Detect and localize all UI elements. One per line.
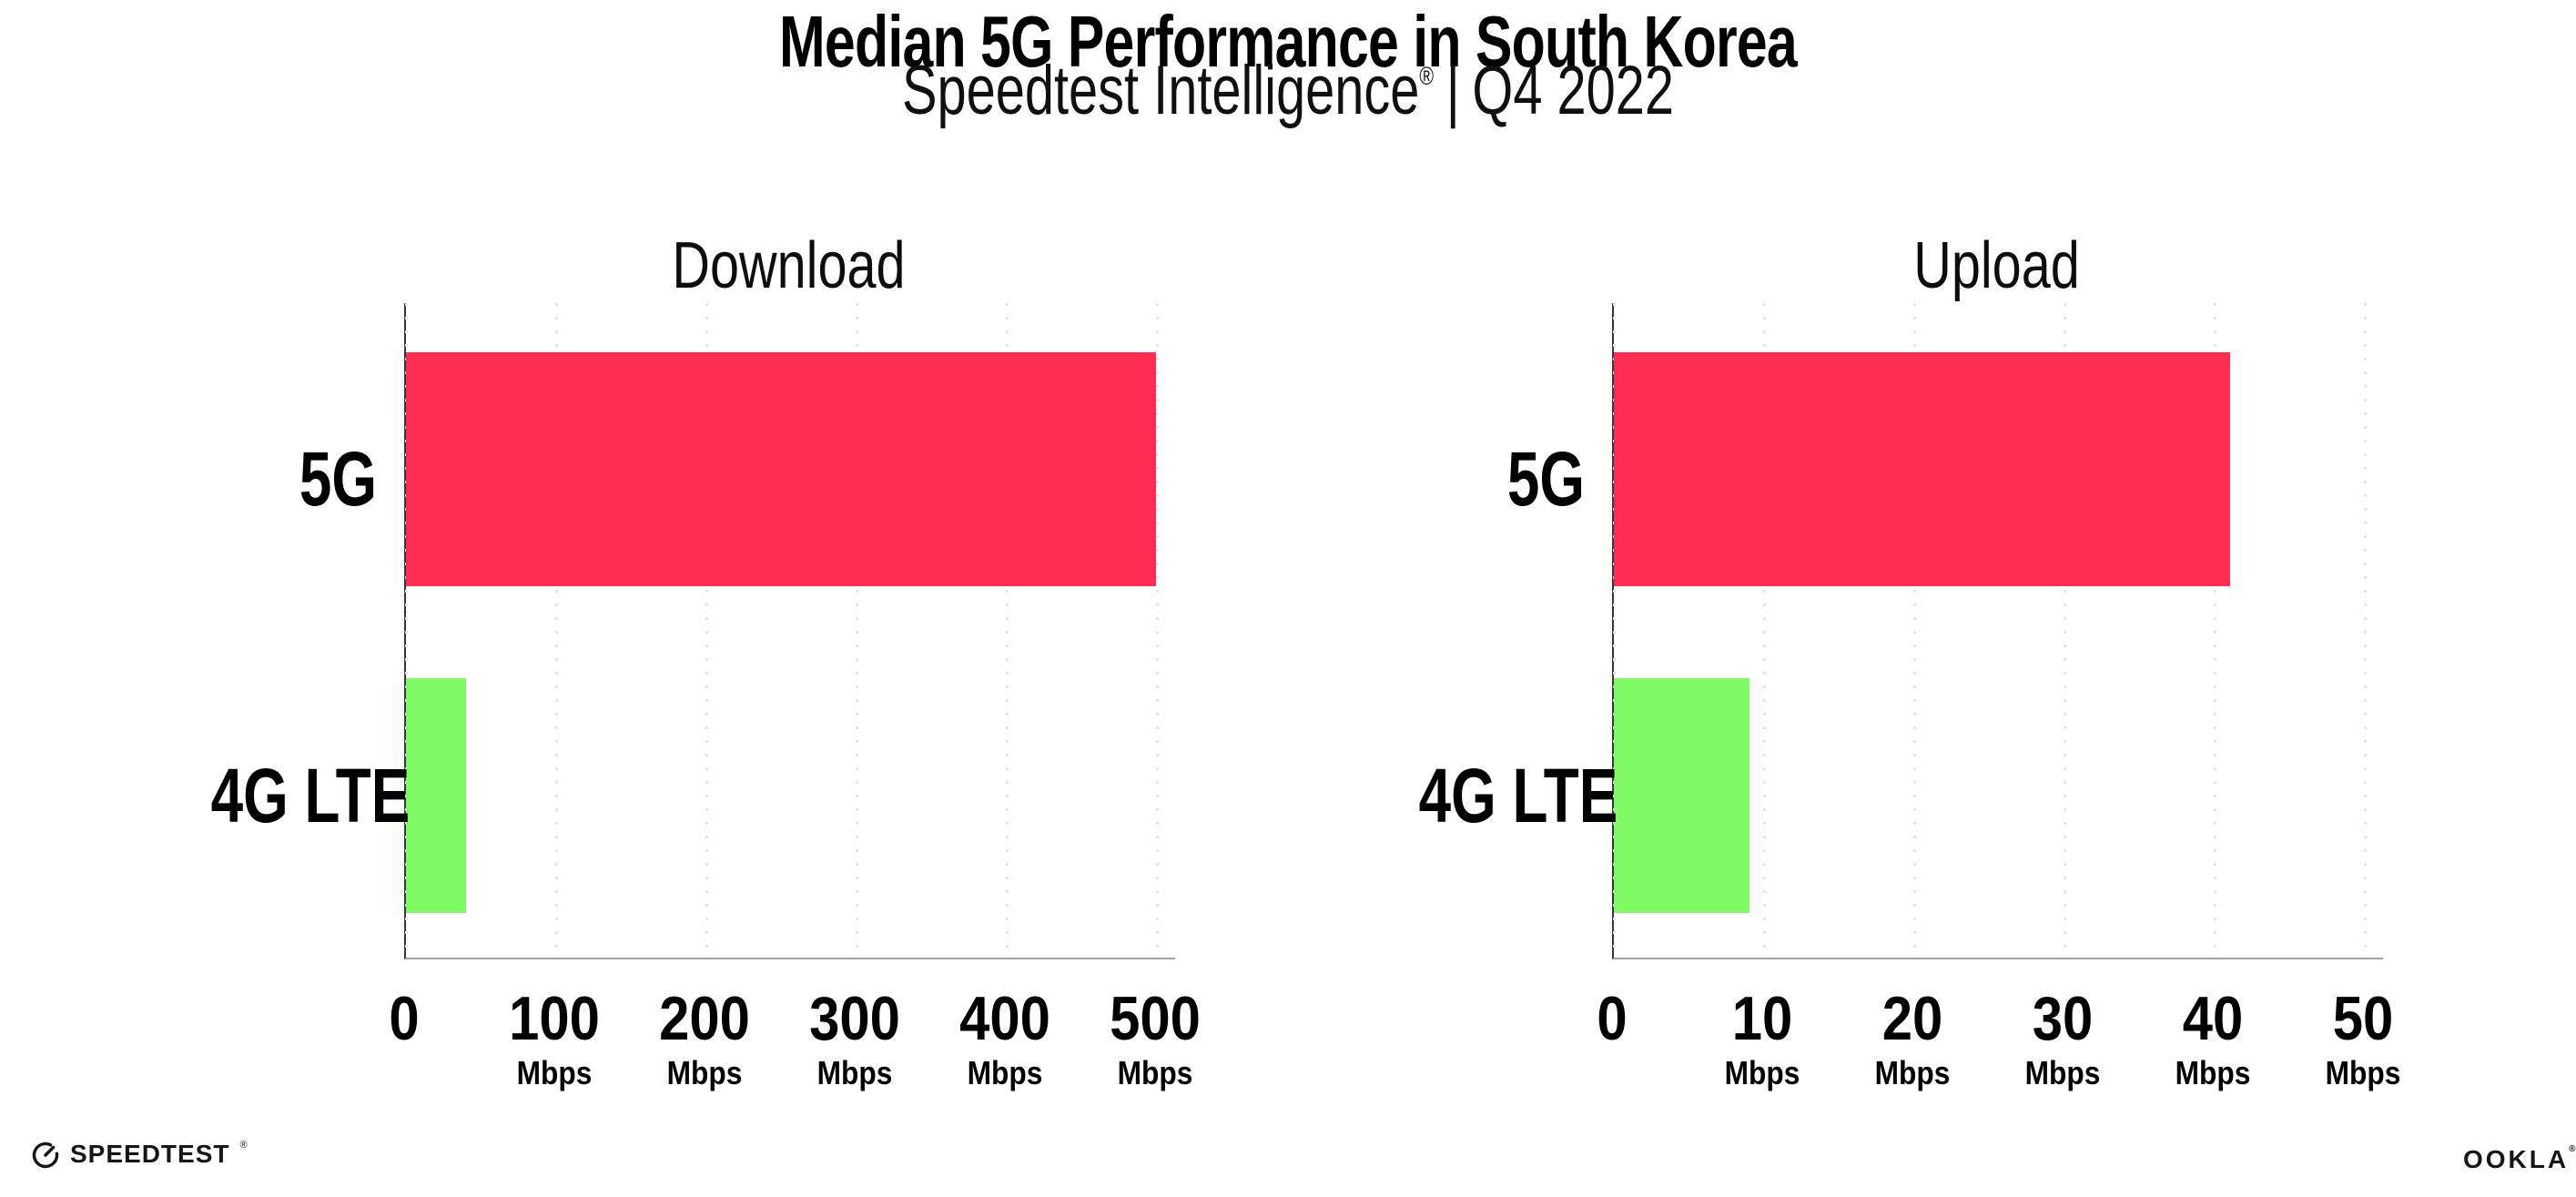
speedtest-registered-mark: ® xyxy=(239,1140,248,1151)
category-label-4g-lte: 4G LTE xyxy=(1418,753,1618,838)
download-chart-panel: Download 0 100 Mbps 200 Mbps 300 Mbps 400 Mbps 50… xyxy=(158,218,1202,1138)
bar-4g-lte xyxy=(406,678,467,913)
x-tick-400: 400 Mbps xyxy=(959,988,1050,1090)
x-tick-value: 300 xyxy=(809,984,901,1053)
speedtest-logo: SPEEDTEST ® xyxy=(31,1140,248,1169)
subtitle-period: Q4 2022 xyxy=(1472,52,1675,129)
page-title: Median 5G Performance in South Korea xyxy=(779,1,1798,82)
subtitle-brand: Speedtest Intelligence xyxy=(901,52,1420,129)
x-tick-value: 0 xyxy=(389,984,420,1053)
x-tick-unit: Mbps xyxy=(516,1054,593,1091)
ookla-logo: OOKLA® xyxy=(2463,1143,2576,1174)
registered-trademark-mark: ® xyxy=(1419,61,1435,90)
gridline-200 xyxy=(705,303,708,958)
gridline-40 xyxy=(2213,303,2216,958)
x-tick-unit: Mbps xyxy=(1874,1054,1951,1091)
plot-area xyxy=(404,303,1175,959)
category-label-4g-lte: 4G LTE xyxy=(210,753,411,838)
x-tick-0: 0 xyxy=(1597,988,1627,1050)
x-tick-300: 300 Mbps xyxy=(809,988,900,1090)
x-tick-value: 20 xyxy=(1881,984,1943,1053)
x-tick-value: 40 xyxy=(2182,984,2244,1053)
x-tick-value: 0 xyxy=(1597,984,1628,1053)
ookla-registered-mark: ® xyxy=(2569,1143,2576,1154)
x-tick-500: 500 Mbps xyxy=(1110,988,1201,1090)
x-tick-unit: Mbps xyxy=(1724,1054,1800,1091)
x-tick-unit: Mbps xyxy=(2175,1054,2251,1091)
x-tick-30: 30 Mbps xyxy=(2025,988,2101,1090)
bar-4g-lte xyxy=(1614,678,1749,913)
gridline-100 xyxy=(554,303,558,958)
gridline-300 xyxy=(855,303,858,958)
x-tick-value: 500 xyxy=(1110,984,1202,1053)
subtitle-separator: | xyxy=(1445,52,1460,129)
x-tick-50: 50 Mbps xyxy=(2326,988,2401,1090)
chart-title: Upload xyxy=(1913,229,2080,302)
ookla-wordmark: OOKLA xyxy=(2463,1145,2570,1173)
x-tick-100: 100 Mbps xyxy=(509,988,600,1090)
x-tick-10: 10 Mbps xyxy=(1725,988,1800,1090)
gridline-10 xyxy=(1762,303,1766,958)
gridline-50 xyxy=(2363,303,2367,958)
x-tick-unit: Mbps xyxy=(2325,1054,2401,1091)
plot-area xyxy=(1612,303,2383,959)
chart-title: Download xyxy=(672,229,906,302)
speedtest-gauge-icon xyxy=(32,1141,59,1169)
x-tick-200: 200 Mbps xyxy=(659,988,750,1090)
category-label-5g: 5G xyxy=(299,436,377,522)
gridline-0 xyxy=(1612,303,1616,958)
x-tick-unit: Mbps xyxy=(967,1054,1043,1091)
upload-chart-panel: Upload 0 10 Mbps 20 Mbps 30 Mbps 40 Mbps 50 Mbps 5… xyxy=(1366,218,2401,1138)
x-tick-value: 50 xyxy=(2332,984,2394,1053)
page-subtitle: Speedtest Intelligence® | Q4 2022 xyxy=(309,55,2267,127)
x-axis-ticks: 0 10 Mbps 20 Mbps 30 Mbps 40 Mbps 50 Mbps xyxy=(1597,988,2400,1133)
x-tick-unit: Mbps xyxy=(816,1054,893,1091)
gridline-20 xyxy=(1912,303,1916,958)
bar-5g xyxy=(1614,352,2230,586)
category-label-5g: 5G xyxy=(1506,436,1585,522)
x-axis-ticks: 0 100 Mbps 200 Mbps 300 Mbps 400 Mbps 500 Mbps xyxy=(389,988,1201,1133)
gridline-0 xyxy=(404,303,408,958)
x-tick-value: 10 xyxy=(1731,984,1793,1053)
x-tick-unit: Mbps xyxy=(666,1054,743,1091)
x-tick-value: 400 xyxy=(959,984,1051,1053)
x-tick-value: 100 xyxy=(509,984,600,1053)
x-tick-0: 0 xyxy=(389,988,419,1050)
x-tick-20: 20 Mbps xyxy=(1875,988,1951,1090)
x-tick-unit: Mbps xyxy=(2024,1054,2101,1091)
x-tick-unit: Mbps xyxy=(1117,1054,1193,1091)
x-tick-value: 200 xyxy=(659,984,751,1053)
gridline-500 xyxy=(1155,303,1159,958)
gridline-400 xyxy=(1005,303,1009,958)
x-tick-value: 30 xyxy=(2032,984,2094,1053)
gridline-30 xyxy=(2063,303,2066,958)
bar-5g xyxy=(406,352,1156,586)
speedtest-wordmark: SPEEDTEST xyxy=(70,1140,230,1168)
x-tick-40: 40 Mbps xyxy=(2175,988,2251,1090)
